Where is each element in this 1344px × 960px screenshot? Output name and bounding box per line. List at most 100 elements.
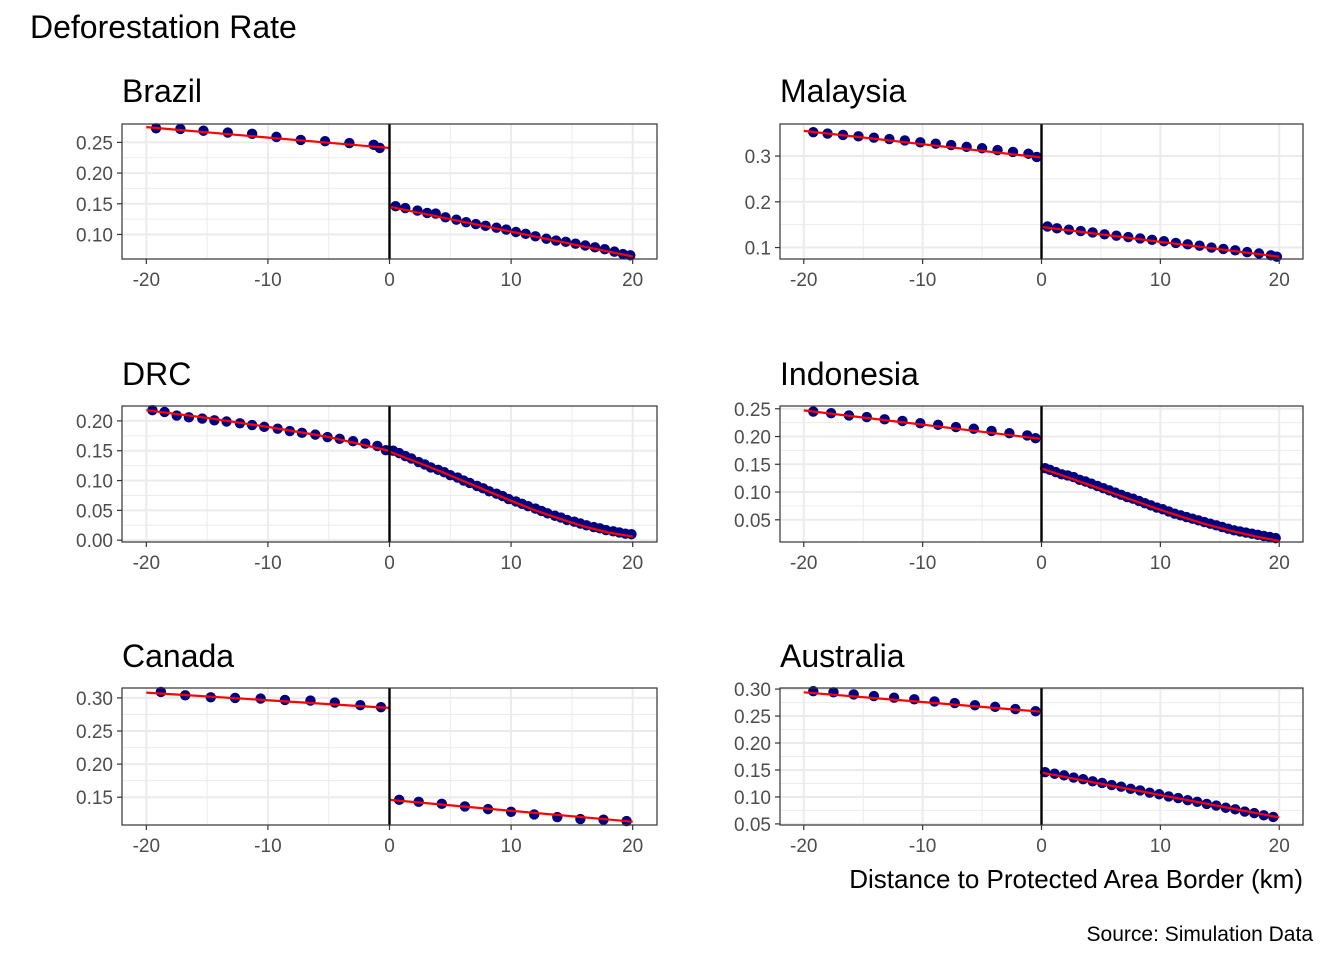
data-point — [868, 690, 880, 702]
data-point — [183, 412, 195, 423]
x-tick-label: 10 — [1150, 553, 1171, 574]
y-tick-label: 0.15 — [76, 442, 113, 463]
data-point — [319, 135, 331, 147]
x-tick-label: -20 — [790, 836, 817, 857]
facet-title: Brazil — [122, 73, 202, 109]
y-tick-label: 0.20 — [734, 734, 771, 755]
data-point — [575, 813, 586, 825]
y-tick-label: 0.25 — [76, 133, 113, 154]
x-tick-label: 20 — [622, 270, 643, 291]
x-tick-label: 0 — [384, 553, 395, 574]
data-point — [1004, 428, 1015, 439]
y-tick-label: 0.2 — [745, 193, 771, 214]
figure-title: Deforestation Rate — [30, 9, 297, 45]
facet-title: Canada — [122, 638, 234, 674]
x-tick-label: 0 — [1036, 553, 1047, 574]
x-tick-label: 10 — [1150, 836, 1171, 857]
facet-panel: -20 -10 0 10 20 0.00 0.05 0.10 0.15 0.20 DRC — [76, 356, 658, 574]
data-point — [528, 809, 540, 820]
facet-panel: -20 -10 0 10 20 0.1 0.2 0.3 Malaysia — [745, 73, 1304, 291]
y-tick-label: 0.10 — [734, 788, 771, 809]
fit-line-right — [390, 798, 633, 823]
x-tick-label: 20 — [1269, 553, 1290, 574]
x-tick-label: 20 — [622, 553, 643, 574]
fit-line-left — [146, 409, 390, 452]
y-tick-label: 0.15 — [734, 761, 771, 782]
x-tick-label: -10 — [254, 553, 281, 574]
data-point — [929, 696, 940, 707]
facet-title: Australia — [780, 638, 905, 674]
x-tick-label: 10 — [501, 836, 522, 857]
facet-panel: -20 -10 0 10 20 0.15 0.20 0.25 0.30 Canada — [76, 638, 658, 857]
x-tick-label: -10 — [909, 836, 936, 857]
y-tick-label: 0.20 — [734, 428, 771, 449]
y-tick-label: 0.20 — [76, 755, 113, 776]
y-tick-label: 0.15 — [76, 788, 113, 809]
x-tick-label: -10 — [254, 836, 281, 857]
y-tick-label: 0.05 — [76, 501, 113, 522]
y-tick-label: 0.20 — [76, 412, 113, 433]
x-tick-label: -10 — [909, 270, 936, 291]
y-tick-label: 0.1 — [745, 239, 771, 260]
y-tick-label: 0.05 — [734, 511, 771, 532]
fit-line-left — [803, 129, 1042, 159]
data-point — [329, 697, 340, 708]
data-point — [986, 425, 997, 437]
fit-line-left — [146, 691, 389, 709]
facet-panel: -20 -10 0 10 20 0.05 0.10 0.15 0.20 0.25 0.30 Austr… — [734, 638, 1304, 857]
y-tick-label: 0.25 — [76, 722, 113, 743]
data-point — [968, 423, 979, 434]
fit-line-right — [1041, 225, 1280, 258]
x-tick-label: -20 — [133, 270, 160, 291]
fit-line-left — [803, 409, 1042, 440]
x-tick-label: 0 — [384, 270, 395, 291]
fit-line-right — [1041, 771, 1280, 819]
y-tick-label: 0.3 — [745, 147, 771, 168]
caption: Source: Simulation Data — [1087, 923, 1314, 946]
x-tick-label: -20 — [790, 553, 817, 574]
y-tick-label: 0.25 — [734, 707, 771, 728]
y-tick-label: 0.15 — [734, 455, 771, 476]
data-point — [848, 689, 859, 700]
data-point — [1042, 221, 1053, 232]
facet-panel: -20 -10 0 10 20 0.10 0.15 0.20 0.25 Brazil — [76, 73, 658, 291]
data-point — [198, 125, 209, 136]
x-tick-label: 10 — [1150, 270, 1171, 291]
x-tick-label: 10 — [501, 553, 522, 574]
data-point — [279, 694, 291, 706]
x-tick-label: 0 — [1036, 270, 1047, 291]
data-point — [915, 137, 926, 148]
x-tick-label: 10 — [501, 270, 522, 291]
facet-panel: -20 -10 0 10 20 0.05 0.10 0.15 0.20 0.25 Indonesia — [734, 356, 1304, 574]
data-point — [909, 694, 920, 705]
data-point — [255, 693, 266, 704]
facet-title: Indonesia — [780, 356, 919, 392]
y-tick-label: 0.05 — [734, 815, 771, 836]
y-tick-label: 0.00 — [76, 531, 113, 552]
y-tick-label: 0.10 — [76, 472, 113, 493]
data-point — [222, 127, 233, 138]
data-point — [932, 419, 944, 431]
fit-line-left — [146, 126, 389, 149]
x-tick-label: 0 — [384, 836, 395, 857]
data-point — [949, 697, 960, 709]
fit-line-left — [803, 691, 1041, 713]
y-tick-label: 0.10 — [734, 483, 771, 504]
y-tick-label: 0.20 — [76, 164, 113, 185]
data-point — [344, 137, 355, 149]
x-tick-label: -20 — [133, 553, 160, 574]
y-tick-label: 0.15 — [76, 195, 113, 216]
data-point — [899, 135, 911, 146]
facet-title: DRC — [122, 356, 191, 392]
y-tick-label: 0.30 — [76, 689, 113, 710]
x-tick-label: 20 — [1269, 270, 1290, 291]
x-tick-label: -20 — [790, 270, 817, 291]
facet-title: Malaysia — [780, 73, 906, 109]
x-tick-label: -10 — [254, 270, 281, 291]
data-point — [930, 138, 941, 149]
x-tick-label: -10 — [909, 553, 936, 574]
x-tick-label: 0 — [1036, 836, 1047, 857]
x-axis-title: Distance to Protected Area Border (km) — [849, 864, 1303, 894]
